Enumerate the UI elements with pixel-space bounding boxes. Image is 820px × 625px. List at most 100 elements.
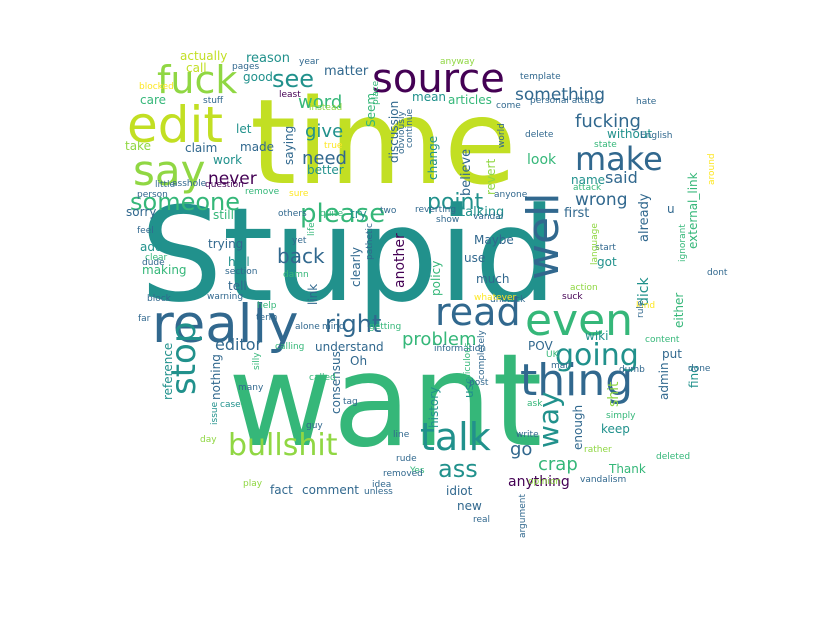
word-cloud-word: post	[469, 378, 489, 388]
word-cloud-word: clear	[145, 253, 168, 263]
word-cloud-word: many	[238, 383, 264, 393]
word-cloud-word: shit	[606, 381, 622, 407]
word-cloud-word: ridiculous	[463, 342, 473, 386]
word-cloud-word: clearly	[349, 247, 363, 287]
word-cloud-word: work	[213, 153, 242, 167]
word-cloud-word: vandalism	[580, 475, 626, 485]
word-cloud-word: right	[325, 310, 381, 338]
word-cloud-word: trying	[208, 237, 243, 251]
word-cloud-word: tell	[228, 279, 247, 293]
word-cloud-word: call	[186, 61, 207, 75]
word-cloud-word: around	[707, 153, 717, 185]
word-cloud-word: English	[640, 131, 673, 141]
word-cloud-word: much	[476, 272, 510, 286]
word-cloud-word: revert	[484, 159, 498, 195]
word-cloud-word: play	[243, 479, 263, 489]
word-cloud-word: pathetic	[365, 223, 375, 260]
word-cloud-word: silly	[252, 352, 262, 370]
word-cloud-word: find	[687, 365, 701, 388]
word-cloud-word: information	[434, 344, 486, 354]
word-cloud-word: idiot	[446, 484, 473, 498]
word-cloud-word: actually	[180, 49, 227, 63]
word-cloud-word: show	[436, 215, 459, 225]
word-cloud-word: guy	[306, 421, 323, 431]
word-cloud-word: block	[147, 294, 172, 304]
word-cloud-word: calling	[275, 342, 304, 352]
word-cloud-word: day	[200, 435, 217, 445]
word-cloud-word: mean	[412, 90, 446, 104]
word-cloud-word: unless	[364, 487, 393, 497]
word-cloud-word: unblock	[490, 295, 526, 305]
word-cloud-word: far	[138, 314, 151, 324]
word-cloud-word: back	[277, 244, 325, 268]
word-cloud-word: wiki	[585, 329, 608, 343]
word-cloud-word: name	[571, 173, 605, 187]
word-cloud-word: case	[220, 400, 241, 410]
word-cloud-word: well	[518, 192, 569, 280]
word-cloud-word: section	[225, 267, 257, 277]
word-cloud-word: want	[228, 327, 542, 476]
word-cloud-word: damn	[283, 270, 309, 280]
word-cloud-word: least	[279, 90, 301, 100]
word-cloud-word: thing	[520, 355, 633, 406]
word-cloud-word: line	[393, 430, 410, 440]
word-cloud-word: fuck	[157, 58, 237, 102]
word-cloud-word: already	[637, 193, 652, 242]
word-cloud-word: term	[256, 313, 277, 323]
word-cloud-word: look	[527, 152, 557, 168]
word-cloud-word: enough	[571, 405, 585, 450]
word-cloud-word: person	[137, 190, 168, 200]
word-cloud-word: go	[510, 439, 532, 460]
word-cloud-word: ass	[438, 455, 478, 483]
word-cloud-word: real	[473, 515, 490, 525]
word-cloud-word: two	[380, 206, 397, 216]
word-cloud-word: going	[555, 338, 639, 373]
word-cloud-word: vandal	[473, 212, 503, 222]
word-cloud-word: language	[590, 223, 600, 265]
word-cloud-word: policy	[429, 261, 443, 296]
word-cloud-word: believe	[459, 149, 474, 196]
word-cloud-word: say	[133, 146, 205, 195]
word-cloud-word: quite	[320, 209, 343, 219]
word-cloud-word: little	[155, 180, 176, 190]
word-cloud-word: write	[516, 430, 539, 440]
word-cloud-word: Yes	[409, 466, 425, 476]
word-cloud-word: way	[532, 391, 565, 448]
word-cloud-word: make	[575, 140, 663, 178]
word-cloud-word: fucking	[575, 111, 641, 132]
word-cloud-word: remove	[245, 187, 280, 197]
word-cloud-word: template	[520, 72, 561, 82]
word-cloud-word: rude	[396, 454, 417, 464]
word-cloud-word: reason	[246, 51, 290, 66]
word-cloud-word: man	[551, 361, 571, 371]
word-cloud-word: world	[497, 123, 507, 148]
word-cloud-word: Seem	[364, 93, 378, 127]
word-cloud-word: start	[595, 243, 616, 253]
word-cloud-word: sure	[289, 189, 309, 199]
word-cloud-word: called	[309, 373, 336, 383]
word-cloud-word: year	[299, 57, 319, 67]
word-cloud-word: making	[142, 263, 187, 277]
word-cloud-word: simply	[606, 411, 636, 421]
word-cloud-word: got	[597, 255, 617, 269]
word-cloud-word: talking	[460, 205, 504, 220]
word-cloud-word: made	[240, 140, 274, 154]
word-cloud-word: better	[307, 163, 344, 177]
word-cloud-word: take	[125, 139, 151, 153]
word-cloud-word: nothing	[209, 354, 223, 400]
word-cloud-word: life	[307, 222, 317, 236]
word-cloud-word: done	[688, 364, 711, 374]
word-cloud-word: bullshit	[228, 428, 338, 463]
word-cloud-word: personal attack	[530, 96, 601, 106]
word-cloud-word: POV	[528, 339, 553, 353]
word-cloud-word: without	[607, 127, 652, 141]
word-cloud-word: change	[426, 136, 440, 180]
word-cloud-word: pages	[232, 62, 259, 72]
word-cloud-word: discussion	[387, 101, 401, 163]
word-cloud-word: new	[457, 499, 482, 513]
word-cloud-word: add	[140, 240, 163, 254]
word-cloud-word: blocked	[139, 82, 174, 92]
word-cloud-word: give	[305, 121, 343, 142]
word-cloud-word: rather	[584, 445, 612, 455]
